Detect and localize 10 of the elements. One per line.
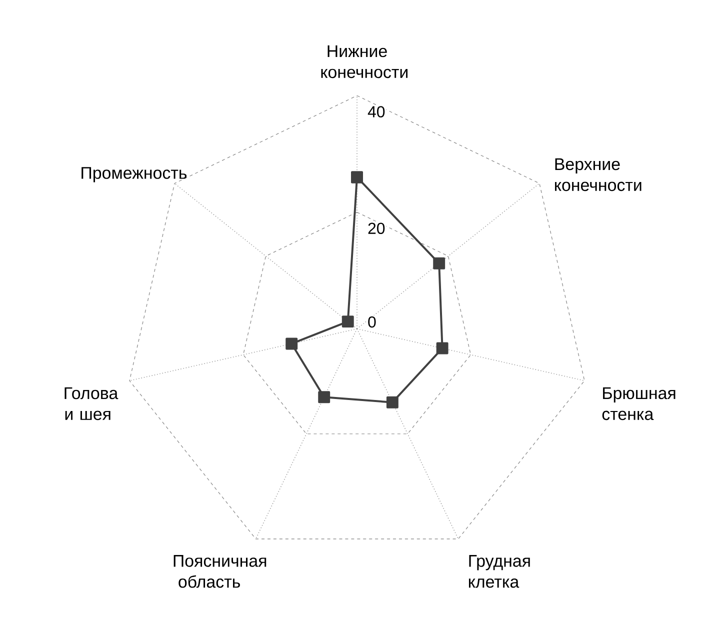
y-tick-label: 0 [368,316,376,328]
y-tick-label: 40 [368,106,385,118]
spoke-label: Нижние конечности [321,45,408,78]
spoke-label: Промежность [82,167,187,182]
spoke-label: Верхние конечности [555,158,642,192]
spoke-label: Голова и шея [64,387,118,420]
y-tick-label: 20 [368,222,385,234]
spoke-label: Поясничная область [174,555,266,588]
spoke-label: Грудная клетка [468,555,530,588]
spoke-label: Брюшная стенка [602,387,676,420]
